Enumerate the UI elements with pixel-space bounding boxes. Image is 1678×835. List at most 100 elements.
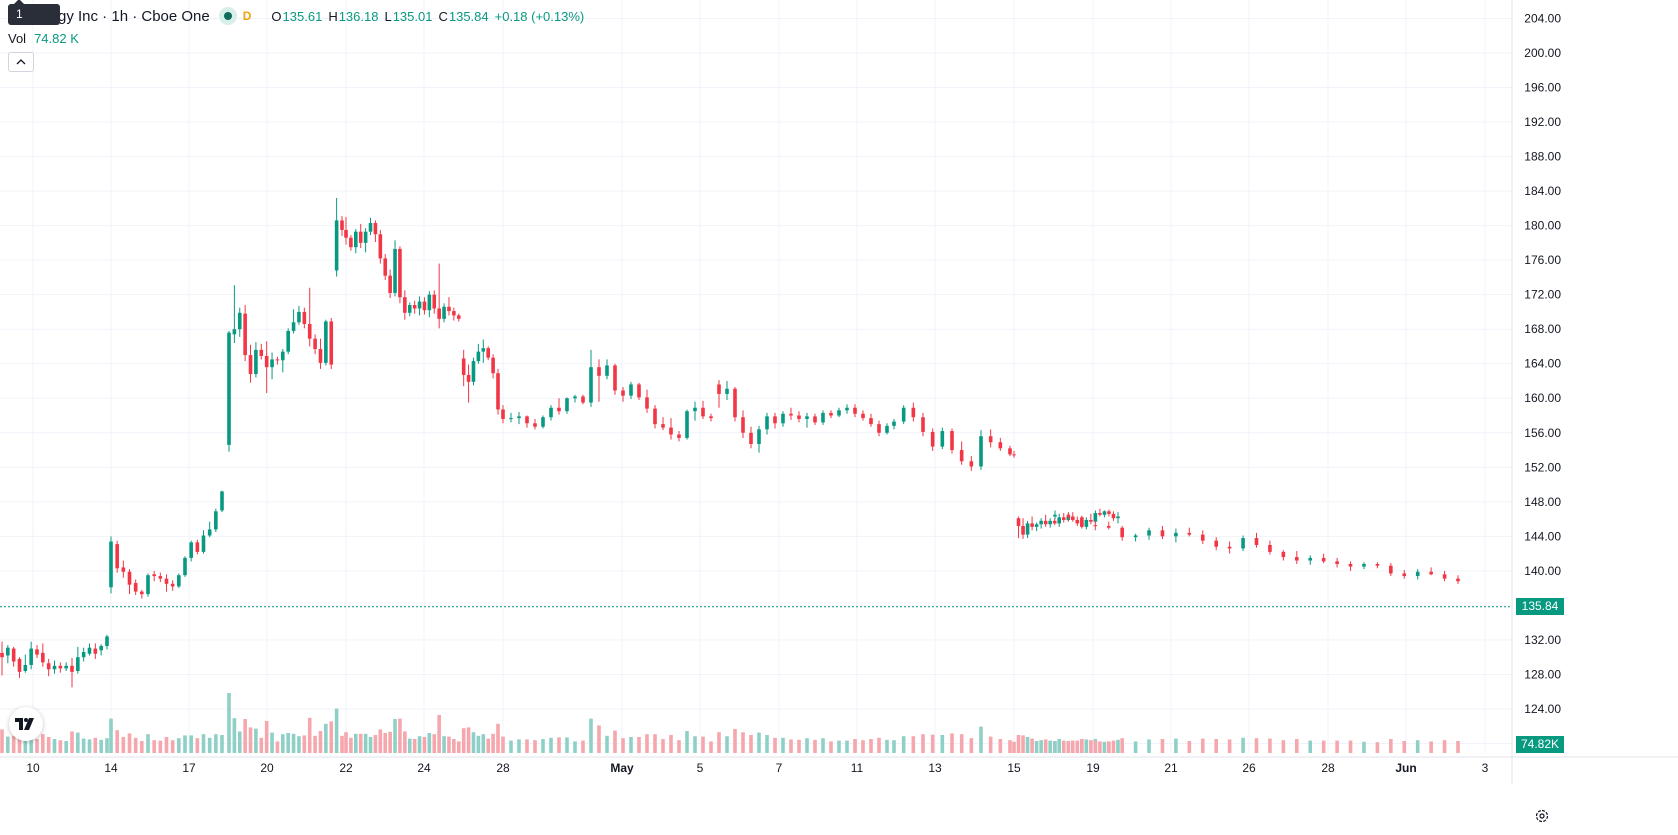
symbol-title[interactable]: gy Inc · 1h · Cboe One xyxy=(58,7,210,25)
candle-body xyxy=(589,367,593,403)
volume-bar xyxy=(302,735,307,753)
volume-bar xyxy=(1106,741,1111,753)
volume-bar xyxy=(1089,740,1093,753)
candle-body xyxy=(1106,525,1111,528)
interval-badge[interactable]: D xyxy=(242,9,252,23)
candle-body xyxy=(861,413,865,419)
candle-body xyxy=(452,311,456,316)
candle-body xyxy=(797,415,801,419)
time-tick-label: Jun xyxy=(1395,761,1416,775)
volume-bar xyxy=(461,728,466,753)
volume-bar xyxy=(70,731,74,753)
candle-body xyxy=(170,583,175,587)
volume-bar xyxy=(105,738,109,753)
volume-bar xyxy=(1335,740,1339,753)
time-tick-label: 28 xyxy=(496,761,510,775)
volume-bar xyxy=(1008,740,1012,753)
volume-bar xyxy=(275,741,280,753)
volume-bar xyxy=(1187,741,1192,753)
settings-button[interactable] xyxy=(1532,806,1552,826)
candle-body xyxy=(412,305,417,309)
candle-body xyxy=(1147,530,1151,536)
candle-body xyxy=(115,544,119,569)
volume-bar xyxy=(232,718,237,753)
candle-body xyxy=(892,421,896,426)
volume-bar xyxy=(565,737,569,753)
volume-bar xyxy=(115,730,119,753)
low-label: L xyxy=(384,8,392,24)
volume-bar xyxy=(35,739,39,753)
collapse-legend-button[interactable] xyxy=(8,52,34,72)
candle-body xyxy=(1025,523,1030,535)
volume-bar xyxy=(861,740,865,753)
volume-bars xyxy=(0,693,1460,753)
candle-body xyxy=(1111,513,1116,519)
volume-bar xyxy=(177,738,181,753)
candle-body xyxy=(549,407,553,418)
candle-body xyxy=(486,348,490,358)
candle-body xyxy=(93,648,98,654)
volume-bar xyxy=(629,737,633,753)
volume-bar xyxy=(481,734,486,753)
candle-body xyxy=(1227,546,1232,549)
candle-body xyxy=(1053,514,1057,517)
volume-bar xyxy=(146,734,150,753)
volume-bar xyxy=(109,718,113,753)
volume-bar xyxy=(621,738,625,753)
candle-body xyxy=(605,365,609,376)
volume-bar xyxy=(259,737,264,753)
candle-body xyxy=(557,407,561,412)
price-axis[interactable]: 204.00 200.00 196.00 192.00 188.00 184.00 180.… xyxy=(1511,0,1561,784)
price-tick-label: 184.00 xyxy=(1524,184,1561,198)
volume-bar xyxy=(998,739,1003,753)
volume-bar xyxy=(349,737,353,753)
candle-body xyxy=(1389,565,1393,574)
volume-bar xyxy=(717,732,721,753)
volume-bar xyxy=(417,736,422,753)
candle-body xyxy=(417,301,422,309)
volume-bar xyxy=(358,733,363,753)
volume-bar xyxy=(318,731,323,753)
candle-body xyxy=(1456,578,1460,582)
volume-bar xyxy=(1348,740,1353,753)
candle-body xyxy=(29,648,33,665)
volume-bar xyxy=(701,736,705,753)
candle-body xyxy=(509,418,513,420)
candle-body xyxy=(496,373,500,410)
volume-bar xyxy=(133,737,138,753)
volume-bar xyxy=(254,728,258,753)
volume-bar xyxy=(589,718,593,753)
volume-bar xyxy=(1025,737,1030,753)
volume-bar xyxy=(1254,738,1259,753)
volume-bar xyxy=(1039,740,1043,753)
candle-body xyxy=(911,407,916,418)
candle-body xyxy=(1254,538,1259,545)
volume-bar xyxy=(1281,740,1286,753)
volume-bar xyxy=(853,739,857,753)
price-tick-label: 172.00 xyxy=(1524,288,1561,302)
volume-bar xyxy=(152,740,156,753)
volume-bar xyxy=(121,737,126,753)
volume-bar xyxy=(324,723,328,753)
candle-body xyxy=(533,423,537,427)
candle-body xyxy=(837,410,841,416)
candle-body xyxy=(998,442,1003,449)
volume-bar xyxy=(1034,741,1039,753)
volume-bar xyxy=(921,734,925,753)
time-tick-label: 14 xyxy=(104,761,118,775)
volume-bar xyxy=(340,735,344,753)
candle-body xyxy=(58,665,63,669)
volume-bar xyxy=(496,723,500,753)
candle-body xyxy=(388,275,392,293)
tradingview-logo[interactable] xyxy=(9,707,43,741)
volume-bar xyxy=(773,737,777,753)
candle-body xyxy=(105,636,109,646)
market-status-icon[interactable] xyxy=(218,7,237,25)
volume-bar xyxy=(447,736,451,753)
volume-bar xyxy=(789,739,793,753)
volume-legend: Vol 74.82 K xyxy=(8,31,79,46)
volume-bar xyxy=(237,731,242,753)
price-tick-label: 140.00 xyxy=(1524,564,1561,578)
time-axis[interactable]: 10 14 17 20 22 24 28 May 5 7 11 13 15 19 21 26 28 Jun 3 xyxy=(0,756,1678,775)
